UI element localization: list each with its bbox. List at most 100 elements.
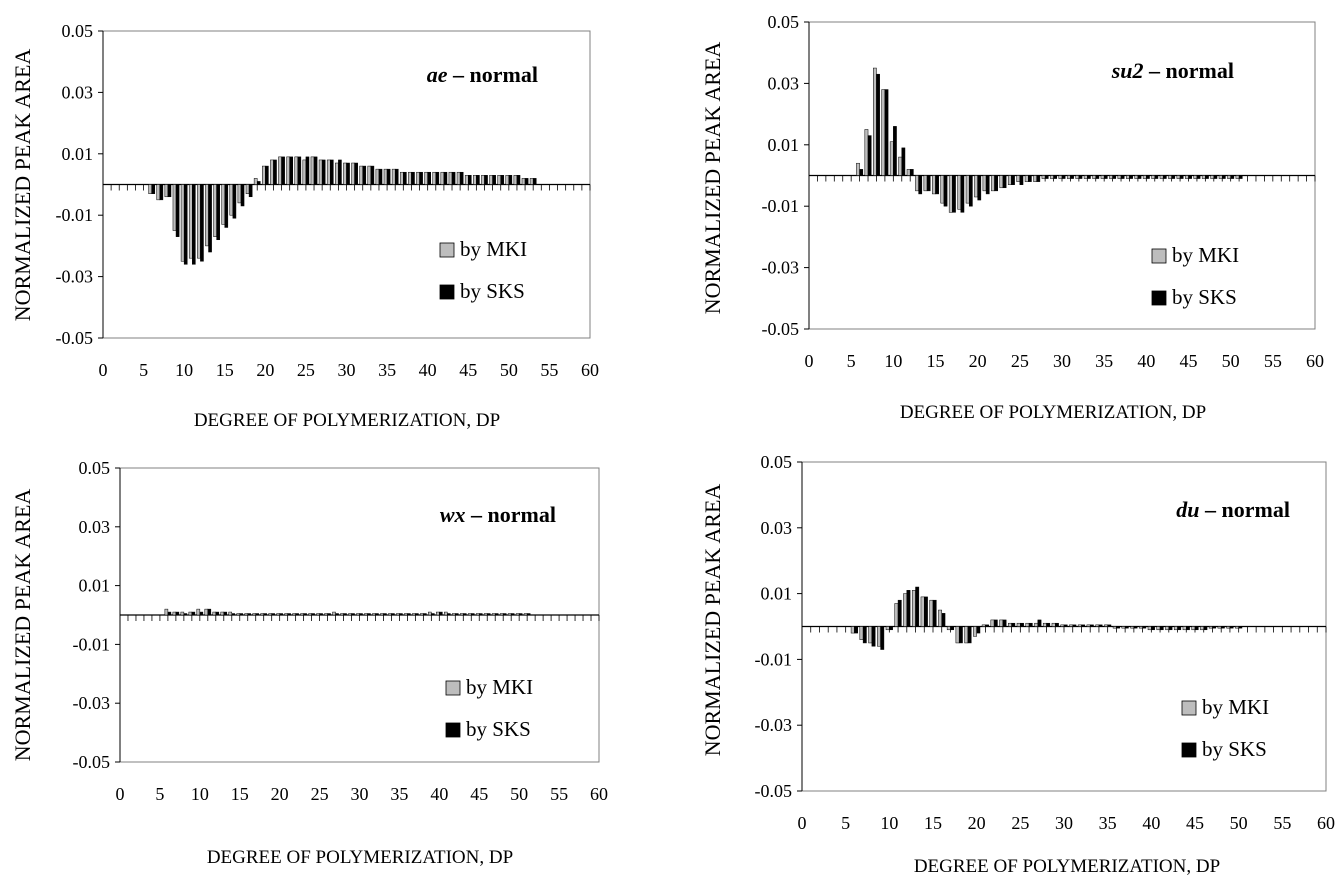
bar-mki xyxy=(868,626,873,644)
chart-title-genotype: su2 xyxy=(1111,58,1144,83)
tick-group: 0.05 0.03 0.01 -0.01 -0.03 -0.050 5 10 15 20 25 30 3… xyxy=(73,458,609,804)
x-tick-label: 20 xyxy=(969,351,987,371)
bar-sks xyxy=(484,175,488,185)
bar-mki xyxy=(416,171,420,185)
bar-mki xyxy=(294,156,299,185)
bar-sks xyxy=(378,168,383,185)
bar-mki xyxy=(245,184,250,194)
bar-sks xyxy=(516,175,521,185)
bar-sks xyxy=(1137,175,1142,179)
bar-sks xyxy=(909,169,914,176)
bar-sks xyxy=(451,171,456,185)
bar-mki xyxy=(903,593,908,627)
bar-mki xyxy=(1235,626,1239,629)
bar-sks xyxy=(471,613,475,616)
bar-sks xyxy=(508,175,513,185)
bar-mki xyxy=(957,175,962,210)
bar-mki xyxy=(1176,175,1181,179)
bar-sks xyxy=(463,613,467,616)
bar-mki xyxy=(929,599,934,627)
bar-mki xyxy=(188,611,193,616)
bar-sks xyxy=(200,184,204,262)
legend-label-mki: by MKI xyxy=(460,237,527,261)
x-tick-label: 5 xyxy=(841,813,850,833)
bar-mki xyxy=(1095,624,1100,627)
bar-mki xyxy=(1112,626,1117,629)
bar-mki xyxy=(507,613,512,616)
chart-su2-panel: NORMALIZED PEAK AREA DEGREE OF POLYMERIZ… xyxy=(690,0,1344,440)
bar-mki xyxy=(885,626,890,631)
x-axis-label: DEGREE OF POLYMERIZATION, DP xyxy=(194,410,500,431)
legend-swatch-mki xyxy=(439,242,455,258)
bar-mki xyxy=(188,184,193,259)
bar-mki xyxy=(938,609,942,627)
bar-mki xyxy=(1033,175,1037,182)
bar-sks xyxy=(415,613,419,616)
bar-sks xyxy=(455,613,459,616)
bar-mki xyxy=(1139,626,1143,629)
bar-mki xyxy=(1121,626,1126,629)
chart-du: NORMALIZED PEAK AREA DEGREE OF POLYMERIZ… xyxy=(700,452,1336,877)
bar-sks xyxy=(216,184,220,241)
bar-sks xyxy=(510,613,515,616)
bar-sks xyxy=(239,613,244,616)
y-tick-label: 0.01 xyxy=(62,144,94,164)
bar-mki xyxy=(1042,622,1047,627)
bar-sks xyxy=(1203,626,1208,631)
y-axis-label: NORMALIZED PEAK AREA xyxy=(700,42,725,315)
bar-sks xyxy=(191,611,196,616)
x-tick-label: 15 xyxy=(927,351,945,371)
bar-sks xyxy=(1171,175,1176,179)
bar-mki xyxy=(156,184,161,201)
bar-mki xyxy=(197,184,201,259)
bar-mki xyxy=(1201,175,1206,179)
bar-mki xyxy=(464,175,469,185)
bar-mki xyxy=(359,165,363,185)
chart-wx: NORMALIZED PEAK AREA DEGREE OF POLYMERIZ… xyxy=(10,458,609,868)
legend: by MKI by SKS xyxy=(1151,243,1239,309)
bar-sks xyxy=(468,175,472,185)
chart-title: du – normal xyxy=(1176,497,1290,522)
bar-sks xyxy=(295,613,299,616)
bar-sks xyxy=(1177,626,1182,631)
bar-mki xyxy=(505,175,510,185)
bar-mki xyxy=(940,175,945,204)
y-tick-label: 0.05 xyxy=(761,452,793,472)
bar-mki xyxy=(396,613,400,616)
bar-mki xyxy=(343,162,347,185)
x-tick-label: 55 xyxy=(550,784,568,804)
bar-sks xyxy=(192,184,196,265)
bar-mki xyxy=(889,141,894,176)
bar-sks xyxy=(500,175,505,185)
bar-mki xyxy=(444,611,448,616)
tick-group: 0.05 0.03 0.01 -0.01 -0.03 -0.050 5 10 15 20 25 30 3… xyxy=(755,452,1336,833)
bar-mki xyxy=(221,184,225,225)
bar-sks xyxy=(897,599,902,627)
bar-mki xyxy=(1024,175,1029,182)
bar-sks xyxy=(1212,626,1217,629)
bar-sks xyxy=(431,613,435,616)
chart-ae: NORMALIZED PEAK AREA DEGREE OF POLYMERIZ… xyxy=(10,21,599,431)
y-tick-label: -0.03 xyxy=(56,267,94,287)
bar-sks xyxy=(407,613,411,616)
bar-mki xyxy=(420,613,424,616)
bar-mki xyxy=(920,596,925,627)
bar-mki xyxy=(873,67,877,176)
legend-swatch-sks xyxy=(439,284,455,300)
bar-mki xyxy=(244,613,248,616)
bar-sks xyxy=(151,184,156,194)
y-tick-label: -0.05 xyxy=(56,328,94,348)
bar-group xyxy=(148,156,537,265)
bar-sks xyxy=(248,184,253,198)
bar-sks xyxy=(1011,175,1015,185)
bar-mki xyxy=(946,626,951,631)
bar-sks xyxy=(854,626,858,634)
bar-mki xyxy=(383,168,388,185)
legend-swatch-sks xyxy=(445,722,461,738)
bar-mki xyxy=(948,175,953,213)
chart-title-genotype: du xyxy=(1176,497,1199,522)
y-tick-label: -0.01 xyxy=(73,634,111,654)
bar-sks xyxy=(1019,175,1024,185)
x-tick-label: 45 xyxy=(459,360,477,380)
bar-sks xyxy=(1063,624,1068,627)
